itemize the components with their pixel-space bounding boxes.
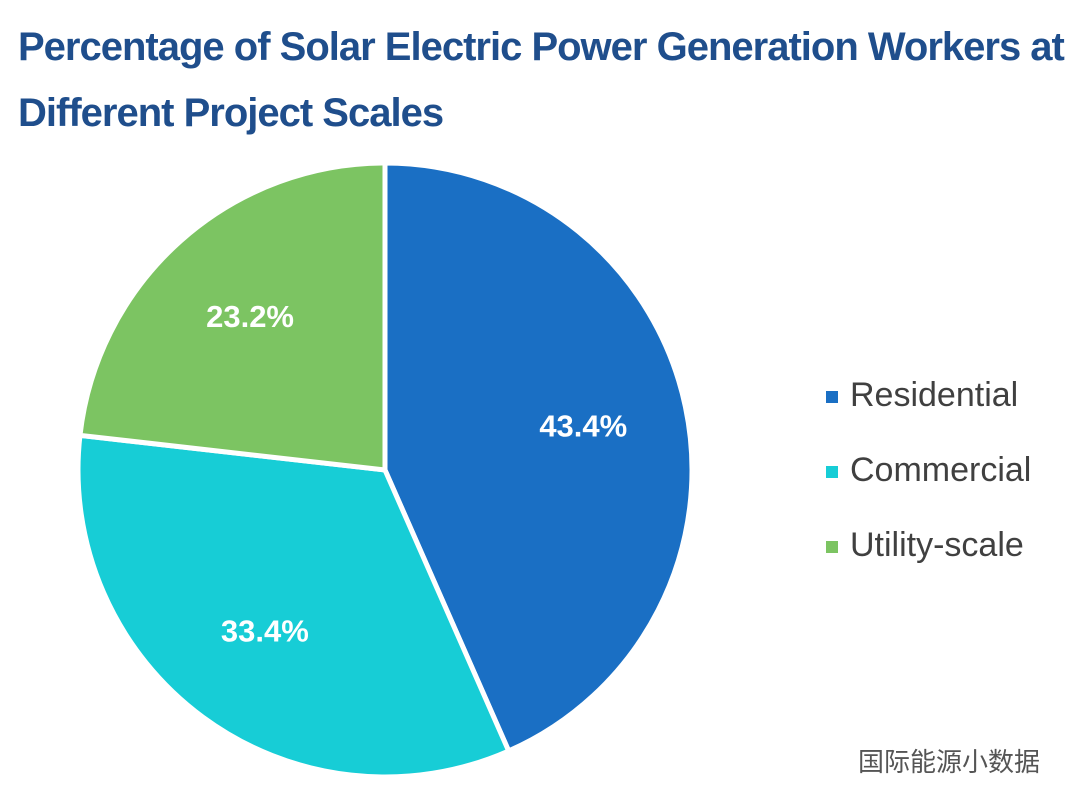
data-label: 23.2% — [206, 299, 294, 334]
chart-title: Percentage of Solar Electric Power Gener… — [18, 25, 1065, 135]
pie-slice — [75, 432, 512, 780]
pie-slice — [77, 160, 388, 473]
legend-label: Residential — [850, 376, 1018, 414]
legend-swatch — [826, 391, 838, 403]
legend-swatch — [826, 541, 838, 553]
data-label: 33.4% — [221, 613, 309, 648]
legend-swatch — [826, 466, 838, 478]
legend-label: Utility-scale — [850, 526, 1024, 564]
pie-slice — [382, 160, 695, 755]
legend-label: Commercial — [850, 451, 1031, 489]
data-label: 43.4% — [539, 408, 627, 443]
watermark: 国际能源小数据 — [858, 747, 1040, 777]
